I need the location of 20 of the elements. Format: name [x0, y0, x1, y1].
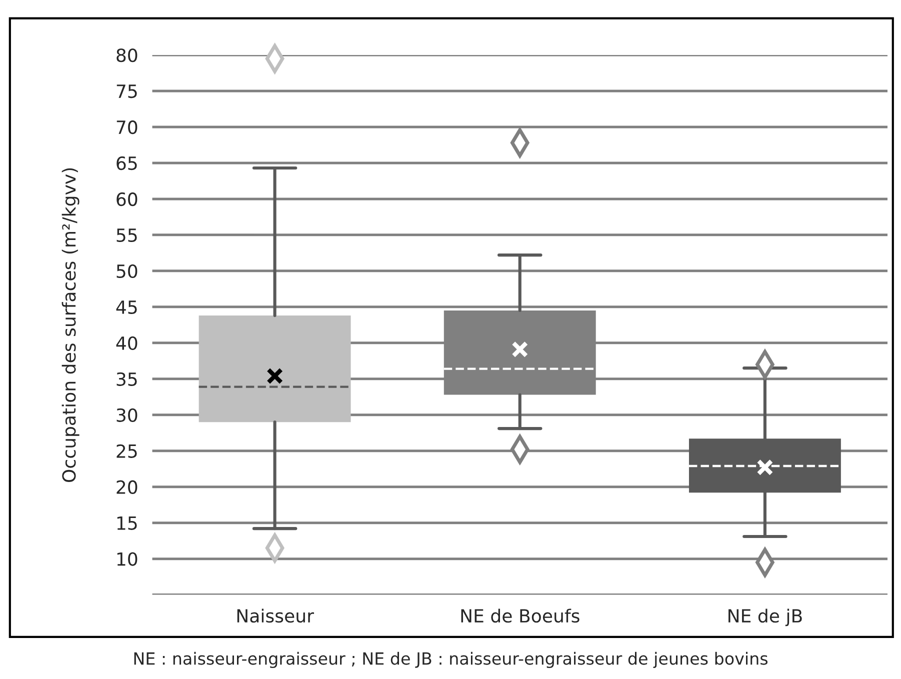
y-tick-label: 70: [116, 120, 138, 134]
y-tick-label: 65: [116, 156, 137, 170]
y-tick-label: 75: [116, 84, 137, 98]
y-tick-label: 45: [116, 300, 137, 314]
x-tick-label: Naisseur: [237, 608, 314, 623]
x-tick-label: NE de jB: [728, 608, 802, 626]
y-tick-label: 80: [116, 48, 138, 62]
y-tick-label: 40: [116, 336, 138, 350]
y-tick-label: 35: [116, 372, 137, 386]
y-tick-label: 50: [116, 264, 138, 278]
y-tick-label: 30: [116, 408, 138, 422]
y-axis-title: Occupation des surfaces (m²/kgvv): [62, 168, 80, 482]
y-tick-label: 60: [116, 192, 138, 206]
y-tick-label: 25: [116, 444, 137, 458]
y-tick-label: 20: [116, 480, 138, 494]
y-tick-label: 15: [117, 516, 137, 530]
text: NE : naisseur-engraisseur ; NE de JB : naisseur-engraisseur de jeunes bovins: [134, 652, 768, 668]
x-tick-label: NE de Boeufs: [461, 608, 580, 623]
y-tick-label: 55: [116, 228, 137, 242]
y-tick-label: 10: [117, 552, 138, 566]
